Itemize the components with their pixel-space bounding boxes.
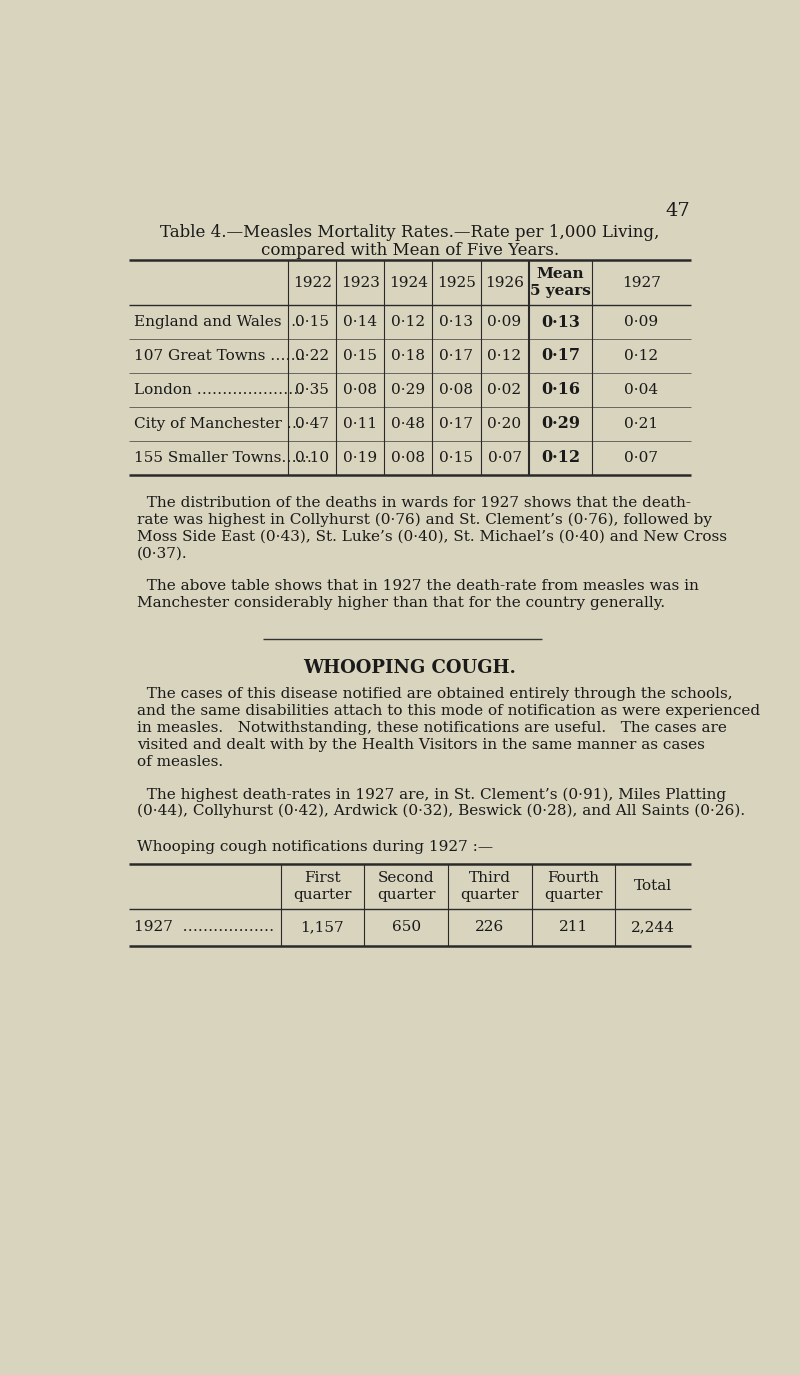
Text: 1927: 1927 — [622, 276, 661, 290]
Text: 0·15: 0·15 — [295, 315, 330, 329]
Text: 0·08: 0·08 — [391, 451, 426, 465]
Text: Second
quarter: Second quarter — [377, 870, 435, 902]
Text: The distribution of the deaths in wards for 1927 shows that the death-: The distribution of the deaths in wards … — [138, 496, 691, 510]
Text: 0·07: 0·07 — [624, 451, 658, 465]
Text: 0·09: 0·09 — [624, 315, 658, 329]
Text: rate was highest in Collyhurst (0·76) and St. Clement’s (0·76), followed by: rate was highest in Collyhurst (0·76) an… — [138, 513, 712, 528]
Text: 0·12: 0·12 — [624, 349, 658, 363]
Text: Manchester considerably higher than that for the country generally.: Manchester considerably higher than that… — [138, 597, 666, 610]
Text: visited and dealt with by the Health Visitors in the same manner as cases: visited and dealt with by the Health Vis… — [138, 738, 705, 752]
Text: 107 Great Towns …….: 107 Great Towns ……. — [134, 349, 306, 363]
Text: 1925: 1925 — [437, 276, 476, 290]
Text: 1927  ………………: 1927 ……………… — [134, 920, 274, 934]
Text: 0·35: 0·35 — [295, 382, 330, 397]
Text: The highest death-rates in 1927 are, in St. Clement’s (0·91), Miles Platting: The highest death-rates in 1927 are, in … — [138, 786, 726, 802]
Text: Fourth
quarter: Fourth quarter — [544, 870, 602, 902]
Text: 0·47: 0·47 — [295, 417, 330, 430]
Text: 0·09: 0·09 — [487, 315, 522, 329]
Text: 2,244: 2,244 — [631, 920, 675, 934]
Text: 0·15: 0·15 — [343, 349, 378, 363]
Text: compared with Mean of Five Years.: compared with Mean of Five Years. — [261, 242, 559, 258]
Text: Moss Side East (0·43), St. Luke’s (0·40), St. Michael’s (0·40) and New Cross: Moss Side East (0·43), St. Luke’s (0·40)… — [138, 529, 727, 544]
Text: 0·17: 0·17 — [541, 348, 580, 364]
Text: 47: 47 — [665, 202, 690, 220]
Text: 1,157: 1,157 — [301, 920, 344, 934]
Text: 0·13: 0·13 — [541, 314, 580, 330]
Text: WHOOPING COUGH.: WHOOPING COUGH. — [303, 660, 517, 678]
Text: 226: 226 — [475, 920, 505, 934]
Text: 0·17: 0·17 — [439, 349, 474, 363]
Text: in measles.   Notwithstanding, these notifications are useful.   The cases are: in measles. Notwithstanding, these notif… — [138, 720, 727, 736]
Text: 0·19: 0·19 — [343, 451, 378, 465]
Text: 0·17: 0·17 — [439, 417, 474, 430]
Text: Table 4.—Measles Mortality Rates.—Rate per 1,000 Living,: Table 4.—Measles Mortality Rates.—Rate p… — [160, 224, 660, 241]
Text: 0·07: 0·07 — [487, 451, 522, 465]
Text: 0·11: 0·11 — [343, 417, 378, 430]
Text: 0·22: 0·22 — [295, 349, 330, 363]
Text: 650: 650 — [391, 920, 421, 934]
Text: Total: Total — [634, 880, 672, 894]
Text: 0·20: 0·20 — [487, 417, 522, 430]
Text: City of Manchester …: City of Manchester … — [134, 417, 302, 430]
Text: 0·10: 0·10 — [295, 451, 330, 465]
Text: 0·16: 0·16 — [541, 381, 580, 399]
Text: 0·18: 0·18 — [391, 349, 426, 363]
Text: 0·29: 0·29 — [541, 415, 580, 432]
Text: (0·44), Collyhurst (0·42), Ardwick (0·32), Beswick (0·28), and All Saints (0·26): (0·44), Collyhurst (0·42), Ardwick (0·32… — [138, 804, 746, 818]
Text: 0·04: 0·04 — [624, 382, 658, 397]
Text: First
quarter: First quarter — [293, 870, 352, 902]
Text: 211: 211 — [559, 920, 588, 934]
Text: 0·08: 0·08 — [343, 382, 378, 397]
Text: 1922: 1922 — [293, 276, 332, 290]
Text: 0·12: 0·12 — [487, 349, 522, 363]
Text: Mean
5 years: Mean 5 years — [530, 267, 590, 298]
Text: Whooping cough notifications during 1927 :—: Whooping cough notifications during 1927… — [138, 840, 494, 854]
Text: and the same disabilities attach to this mode of notification as were experience: and the same disabilities attach to this… — [138, 704, 760, 718]
Text: 1926: 1926 — [485, 276, 524, 290]
Text: 0·08: 0·08 — [439, 382, 474, 397]
Text: 0·12: 0·12 — [391, 315, 426, 329]
Text: 1924: 1924 — [389, 276, 428, 290]
Text: 0·12: 0·12 — [541, 450, 580, 466]
Text: 0·14: 0·14 — [343, 315, 378, 329]
Text: 0·02: 0·02 — [487, 382, 522, 397]
Text: The above table shows that in 1927 the death-rate from measles was in: The above table shows that in 1927 the d… — [138, 579, 699, 593]
Text: (0·37).: (0·37). — [138, 547, 188, 561]
Text: 0·21: 0·21 — [624, 417, 658, 430]
Text: Third
quarter: Third quarter — [461, 870, 519, 902]
Text: London …………………: London ………………… — [134, 382, 304, 397]
Text: England and Wales  ..: England and Wales .. — [134, 315, 301, 329]
Text: 0·13: 0·13 — [439, 315, 474, 329]
Text: 155 Smaller Towns……: 155 Smaller Towns…… — [134, 451, 312, 465]
Text: 0·29: 0·29 — [391, 382, 426, 397]
Text: of measles.: of measles. — [138, 755, 223, 769]
Text: 0·48: 0·48 — [391, 417, 426, 430]
Text: 1923: 1923 — [341, 276, 380, 290]
Text: 0·15: 0·15 — [439, 451, 474, 465]
Text: The cases of this disease notified are obtained entirely through the schools,: The cases of this disease notified are o… — [138, 688, 733, 701]
